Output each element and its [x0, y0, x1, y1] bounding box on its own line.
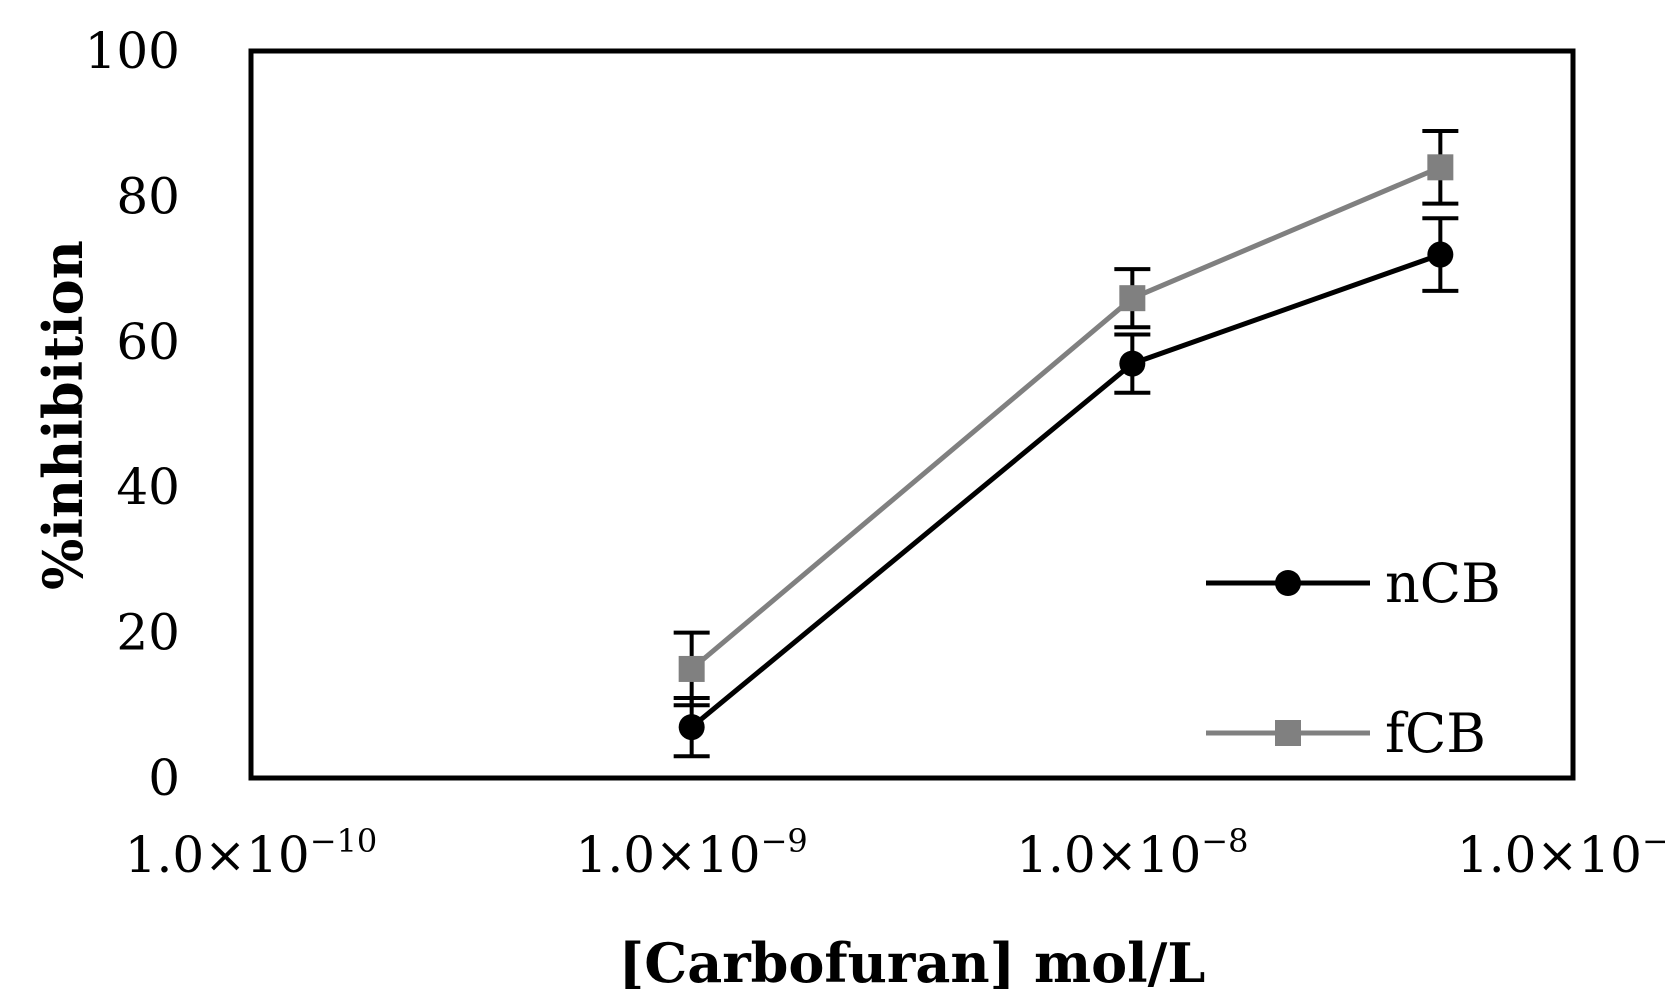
y-tick-label: 60 — [116, 313, 180, 371]
series-fCB-markers — [673, 128, 1459, 708]
legend-marker — [1275, 570, 1301, 596]
x-tick-exponent: −7 — [1642, 822, 1665, 860]
y-tick-label: 100 — [85, 22, 180, 80]
x-tick-label: 1.0×10−8 — [1016, 822, 1248, 884]
x-axis-title: [Carbofuran] mol/L — [619, 931, 1206, 995]
data-point — [1119, 285, 1146, 312]
x-tick-exponent: −9 — [761, 822, 808, 860]
x-tick-label: 1.0×10−10 — [125, 822, 378, 884]
y-tick-label: 80 — [116, 167, 180, 225]
x-tick-mantissa: 1.0×10 — [1457, 826, 1642, 884]
data-point — [678, 714, 705, 741]
plot-area — [248, 48, 1576, 781]
data-point — [1427, 241, 1454, 268]
legend-marker — [1275, 720, 1301, 746]
series-layer — [673, 128, 1459, 759]
y-tick-label: 40 — [116, 458, 180, 516]
x-tick-mantissa: 1.0×10 — [576, 826, 761, 884]
y-tick-label: 0 — [148, 749, 180, 807]
x-tick-mantissa: 1.0×10 — [1016, 826, 1201, 884]
x-tick-label: 1.0×10−7 — [1457, 822, 1665, 884]
legend-item-fCB: fCB — [1206, 702, 1486, 765]
data-point — [1119, 350, 1146, 377]
y-axis-title: %inhibition — [31, 240, 95, 590]
x-tick-exponent: −10 — [310, 822, 378, 860]
legend-label: nCB — [1385, 552, 1501, 615]
x-tick-label: 1.0×10−9 — [576, 822, 808, 884]
legend-label: fCB — [1385, 702, 1486, 765]
x-tick-mantissa: 1.0×10 — [125, 826, 310, 884]
legend: nCB fCB — [1206, 552, 1501, 765]
data-point — [678, 655, 705, 682]
y-tick-label: 20 — [116, 604, 180, 662]
data-point — [1427, 154, 1454, 181]
legend-item-nCB: nCB — [1206, 552, 1501, 615]
y-axis-ticks: 0 20 40 60 80 100 — [85, 22, 180, 807]
x-axis-ticks: 1.0×10−101.0×10−91.0×10−81.0×10−7 — [125, 822, 1665, 884]
x-tick-exponent: −8 — [1201, 822, 1248, 860]
series-nCB-markers — [673, 216, 1459, 759]
